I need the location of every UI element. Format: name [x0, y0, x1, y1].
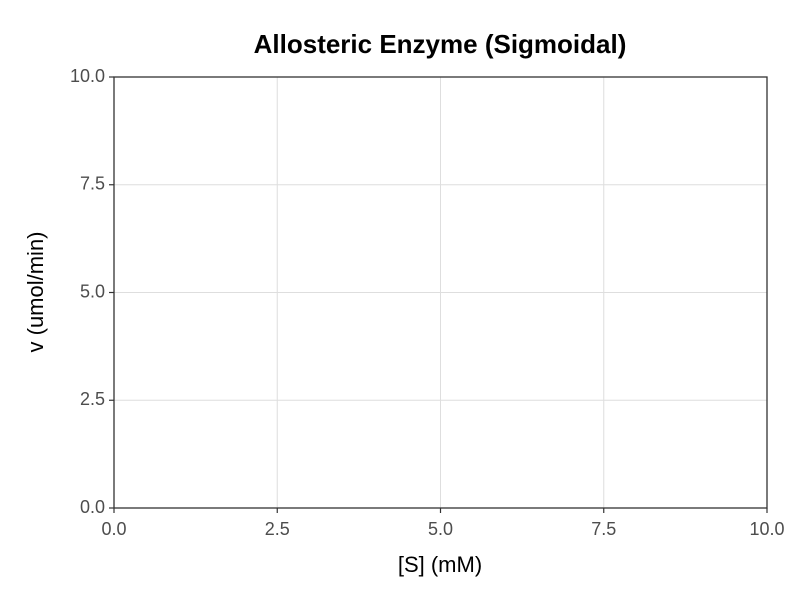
- axes: 0.0 2.5 5.0 7.5 10.0 0.0 2.5 5.0 7.5 10.0: [70, 66, 785, 539]
- y-tick-label: 5.0: [80, 281, 105, 301]
- x-tick-label: 5.0: [428, 519, 453, 539]
- x-tick-label: 7.5: [591, 519, 616, 539]
- x-tick-label: 10.0: [749, 519, 784, 539]
- y-tick-label: 2.5: [80, 389, 105, 409]
- x-axis-label: [S] (mM): [398, 552, 482, 577]
- y-axis-label: v (umol/min): [23, 231, 48, 352]
- x-tick-label: 2.5: [265, 519, 290, 539]
- y-tick-label: 0.0: [80, 497, 105, 517]
- y-tick-label: 10.0: [70, 66, 105, 86]
- chart-title: Allosteric Enzyme (Sigmoidal): [254, 29, 627, 59]
- y-tick-label: 7.5: [80, 174, 105, 194]
- x-tick-label: 0.0: [101, 519, 126, 539]
